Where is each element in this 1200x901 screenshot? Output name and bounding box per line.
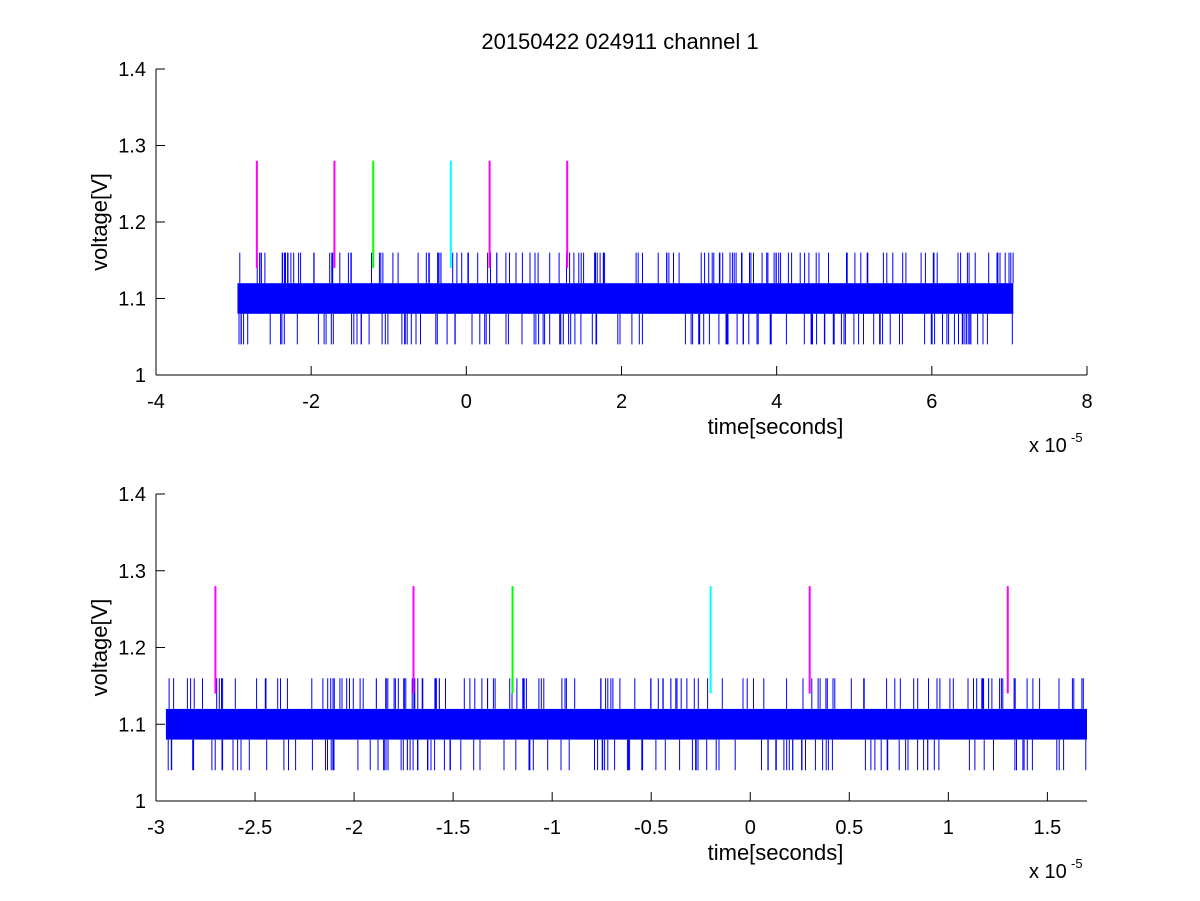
- trace-band: [237, 283, 1014, 314]
- trace-band: [165, 708, 1087, 740]
- x-tick-label: -0.5: [634, 817, 668, 839]
- y-axis-label: voltage[V]: [87, 173, 112, 271]
- y-tick-label: 1.1: [118, 289, 146, 311]
- y-tick-label: 1.2: [118, 212, 146, 234]
- y-tick-label: 1.1: [118, 714, 146, 736]
- x-axis-label: time[seconds]: [708, 840, 844, 865]
- trace-1: [165, 678, 1087, 771]
- figure-title: 20150422 024911 channel 1: [481, 29, 758, 54]
- x-tick-label: -1: [543, 817, 561, 839]
- x-tick-label: 1.5: [1033, 817, 1061, 839]
- trace-spikes: [238, 252, 1014, 345]
- x-axis-label: time[seconds]: [708, 414, 844, 439]
- top-plot: 1 1.1 1.2 1.3 1.4 -4 -2 0 2 4 6 8 time[seconds] volta…: [87, 59, 1093, 457]
- x-tick-label: -3: [147, 817, 165, 839]
- x-tick-label: -4: [147, 391, 165, 413]
- y-tick-label: 1.3: [118, 561, 146, 583]
- x-tick-label: -2.5: [238, 817, 272, 839]
- x-tick-label: 0.5: [835, 817, 863, 839]
- trace-spikes: [167, 678, 1087, 771]
- x-tick-label: -1.5: [436, 817, 470, 839]
- x-exponent-label: x 10: [1029, 861, 1067, 883]
- x-tick-label: 1: [943, 817, 954, 839]
- x-tick-label: 4: [771, 391, 782, 413]
- bottom-plot: 1 1.1 1.2 1.3 1.4 -3 -2.5 -2 -1.5 -1 -0.5 0 0.5 1 1.5 t…: [87, 484, 1087, 883]
- x-exponent-label: x 10: [1029, 435, 1067, 457]
- x-tick-label: 2: [616, 391, 627, 413]
- y-tick-label: 1: [135, 791, 146, 813]
- y-tick-label: 1.4: [118, 59, 146, 81]
- x-tick-label: 8: [1081, 391, 1092, 413]
- x-exponent-power: -5: [1071, 856, 1083, 871]
- y-axis-label: voltage[V]: [87, 599, 112, 697]
- x-tick-label: 0: [461, 391, 472, 413]
- x-tick-label: 6: [926, 391, 937, 413]
- x-tick-label: -2: [302, 391, 320, 413]
- x-exponent-power: -5: [1071, 430, 1083, 445]
- y-tick-label: 1.2: [118, 638, 146, 660]
- trace-0: [237, 252, 1014, 345]
- x-tick-label: -2: [345, 817, 363, 839]
- y-tick-label: 1.3: [118, 136, 146, 158]
- x-tick-label: 0: [745, 817, 756, 839]
- y-tick-label: 1.4: [118, 484, 146, 506]
- y-tick-label: 1: [135, 365, 146, 387]
